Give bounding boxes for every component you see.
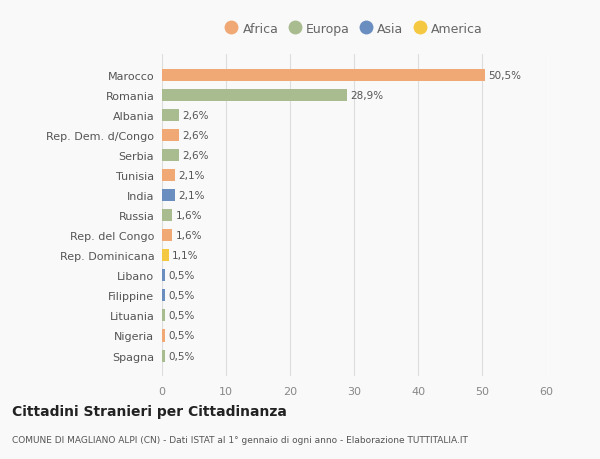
Text: 1,6%: 1,6%	[175, 231, 202, 241]
Bar	[162, 150, 179, 162]
Bar	[162, 90, 347, 102]
Text: 1,1%: 1,1%	[172, 251, 199, 261]
Bar	[162, 290, 165, 302]
Bar	[162, 170, 175, 182]
Text: 1,6%: 1,6%	[175, 211, 202, 221]
Bar	[162, 210, 172, 222]
Bar	[162, 350, 165, 362]
Bar	[162, 250, 169, 262]
Text: 28,9%: 28,9%	[350, 91, 383, 101]
Text: 2,6%: 2,6%	[182, 131, 208, 141]
Text: 0,5%: 0,5%	[169, 271, 195, 281]
Bar	[162, 130, 179, 142]
Text: 2,1%: 2,1%	[179, 191, 205, 201]
Text: 0,5%: 0,5%	[169, 351, 195, 361]
Text: 2,6%: 2,6%	[182, 111, 208, 121]
Bar	[162, 110, 179, 122]
Bar	[162, 230, 172, 242]
Text: 50,5%: 50,5%	[488, 71, 521, 81]
Text: 2,1%: 2,1%	[179, 171, 205, 181]
Bar	[162, 330, 165, 342]
Bar	[162, 190, 175, 202]
Legend: Africa, Europa, Asia, America: Africa, Europa, Asia, America	[221, 20, 487, 40]
Text: 0,5%: 0,5%	[169, 311, 195, 321]
Text: COMUNE DI MAGLIANO ALPI (CN) - Dati ISTAT al 1° gennaio di ogni anno - Elaborazi: COMUNE DI MAGLIANO ALPI (CN) - Dati ISTA…	[12, 435, 468, 443]
Text: 2,6%: 2,6%	[182, 151, 208, 161]
Bar	[162, 70, 485, 82]
Text: Cittadini Stranieri per Cittadinanza: Cittadini Stranieri per Cittadinanza	[12, 404, 287, 419]
Text: 0,5%: 0,5%	[169, 331, 195, 341]
Bar	[162, 310, 165, 322]
Bar	[162, 270, 165, 282]
Text: 0,5%: 0,5%	[169, 291, 195, 301]
